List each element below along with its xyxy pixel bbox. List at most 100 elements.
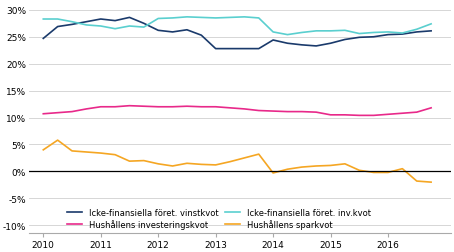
Icke-finansiella föret. vinstkvot (198, 35, 204, 38)
Icke-finansiella föret. vinstkvot (299, 44, 305, 47)
Icke-finansiella föret. inv.kvot (213, 17, 218, 20)
Hushållens investeringskvot (271, 110, 276, 113)
Hushållens sparkvot (328, 164, 333, 167)
Icke-finansiella föret. vinstkvot (242, 48, 247, 51)
Hushållens sparkvot (313, 165, 319, 168)
Hushållens investeringskvot (84, 108, 89, 111)
Hushållens investeringskvot (285, 111, 290, 114)
Hushållens sparkvot (227, 161, 233, 164)
Icke-finansiella föret. inv.kvot (256, 17, 262, 20)
Hushållens investeringskvot (170, 106, 175, 109)
Icke-finansiella föret. inv.kvot (271, 31, 276, 34)
Icke-finansiella föret. vinstkvot (55, 26, 60, 29)
Hushållens investeringskvot (342, 114, 348, 117)
Icke-finansiella föret. vinstkvot (141, 23, 147, 26)
Icke-finansiella föret. vinstkvot (84, 21, 89, 24)
Icke-finansiella föret. vinstkvot (155, 30, 161, 33)
Hushållens investeringskvot (429, 107, 434, 110)
Hushållens sparkvot (213, 164, 218, 167)
Icke-finansiella föret. vinstkvot (271, 39, 276, 42)
Hushållens investeringskvot (69, 111, 75, 114)
Icke-finansiella föret. inv.kvot (400, 32, 405, 35)
Hushållens investeringskvot (40, 113, 46, 116)
Icke-finansiella föret. inv.kvot (184, 16, 190, 19)
Hushållens sparkvot (271, 172, 276, 175)
Icke-finansiella föret. inv.kvot (69, 21, 75, 24)
Line: Hushållens sparkvot: Hushållens sparkvot (43, 141, 431, 182)
Hushållens sparkvot (113, 153, 118, 156)
Icke-finansiella föret. inv.kvot (299, 32, 305, 35)
Icke-finansiella föret. inv.kvot (328, 30, 333, 33)
Hushållens sparkvot (141, 160, 147, 163)
Icke-finansiella föret. inv.kvot (155, 18, 161, 21)
Icke-finansiella föret. vinstkvot (400, 34, 405, 37)
Icke-finansiella föret. vinstkvot (227, 48, 233, 51)
Icke-finansiella föret. inv.kvot (356, 33, 362, 36)
Hushållens sparkvot (69, 150, 75, 153)
Hushållens investeringskvot (328, 114, 333, 117)
Icke-finansiella föret. inv.kvot (40, 18, 46, 21)
Hushållens investeringskvot (213, 106, 218, 109)
Hushållens investeringskvot (400, 112, 405, 115)
Hushållens sparkvot (285, 168, 290, 171)
Hushållens sparkvot (256, 153, 262, 156)
Hushållens investeringskvot (141, 105, 147, 108)
Hushållens investeringskvot (98, 106, 104, 109)
Hushållens investeringskvot (242, 108, 247, 111)
Icke-finansiella föret. inv.kvot (127, 25, 132, 28)
Hushållens investeringskvot (356, 114, 362, 117)
Hushållens sparkvot (184, 162, 190, 165)
Icke-finansiella föret. inv.kvot (198, 17, 204, 20)
Icke-finansiella föret. inv.kvot (285, 34, 290, 37)
Icke-finansiella föret. vinstkvot (184, 29, 190, 32)
Hushållens sparkvot (198, 163, 204, 166)
Legend: Icke-finansiella föret. vinstkvot, Hushållens investeringskvot, Icke-finansiella: Icke-finansiella föret. vinstkvot, Hushå… (67, 208, 370, 229)
Icke-finansiella föret. vinstkvot (285, 43, 290, 46)
Icke-finansiella föret. vinstkvot (356, 37, 362, 40)
Hushållens sparkvot (84, 151, 89, 154)
Icke-finansiella föret. vinstkvot (98, 18, 104, 21)
Hushållens sparkvot (40, 149, 46, 152)
Icke-finansiella föret. inv.kvot (113, 28, 118, 31)
Hushållens sparkvot (429, 181, 434, 184)
Icke-finansiella föret. inv.kvot (385, 31, 391, 34)
Icke-finansiella föret. inv.kvot (414, 29, 419, 32)
Icke-finansiella föret. inv.kvot (170, 17, 175, 20)
Hushållens sparkvot (127, 160, 132, 163)
Line: Icke-finansiella föret. inv.kvot: Icke-finansiella föret. inv.kvot (43, 18, 431, 36)
Hushållens sparkvot (155, 163, 161, 166)
Icke-finansiella föret. vinstkvot (256, 48, 262, 51)
Icke-finansiella föret. vinstkvot (213, 48, 218, 51)
Hushållens investeringskvot (256, 110, 262, 113)
Icke-finansiella föret. inv.kvot (242, 16, 247, 19)
Hushållens sparkvot (414, 180, 419, 183)
Icke-finansiella föret. vinstkvot (385, 34, 391, 37)
Icke-finansiella föret. vinstkvot (113, 20, 118, 23)
Icke-finansiella föret. vinstkvot (40, 38, 46, 41)
Hushållens sparkvot (299, 166, 305, 169)
Hushållens sparkvot (98, 152, 104, 155)
Icke-finansiella föret. inv.kvot (313, 30, 319, 33)
Hushållens investeringskvot (313, 111, 319, 114)
Hushållens investeringskvot (371, 114, 376, 117)
Hushållens sparkvot (55, 139, 60, 142)
Hushållens investeringskvot (198, 106, 204, 109)
Icke-finansiella föret. vinstkvot (127, 17, 132, 20)
Icke-finansiella föret. vinstkvot (414, 31, 419, 34)
Hushållens investeringskvot (184, 105, 190, 108)
Hushållens investeringskvot (385, 113, 391, 116)
Icke-finansiella föret. inv.kvot (98, 25, 104, 28)
Hushållens investeringskvot (155, 106, 161, 109)
Hushållens investeringskvot (414, 111, 419, 114)
Icke-finansiella föret. vinstkvot (69, 24, 75, 27)
Icke-finansiella föret. inv.kvot (84, 24, 89, 27)
Icke-finansiella föret. inv.kvot (371, 32, 376, 35)
Hushållens sparkvot (170, 165, 175, 168)
Icke-finansiella föret. inv.kvot (227, 17, 233, 20)
Hushållens investeringskvot (55, 112, 60, 115)
Hushållens sparkvot (242, 157, 247, 160)
Hushållens sparkvot (356, 169, 362, 172)
Icke-finansiella föret. vinstkvot (371, 36, 376, 39)
Icke-finansiella föret. inv.kvot (141, 26, 147, 29)
Hushållens sparkvot (385, 171, 391, 174)
